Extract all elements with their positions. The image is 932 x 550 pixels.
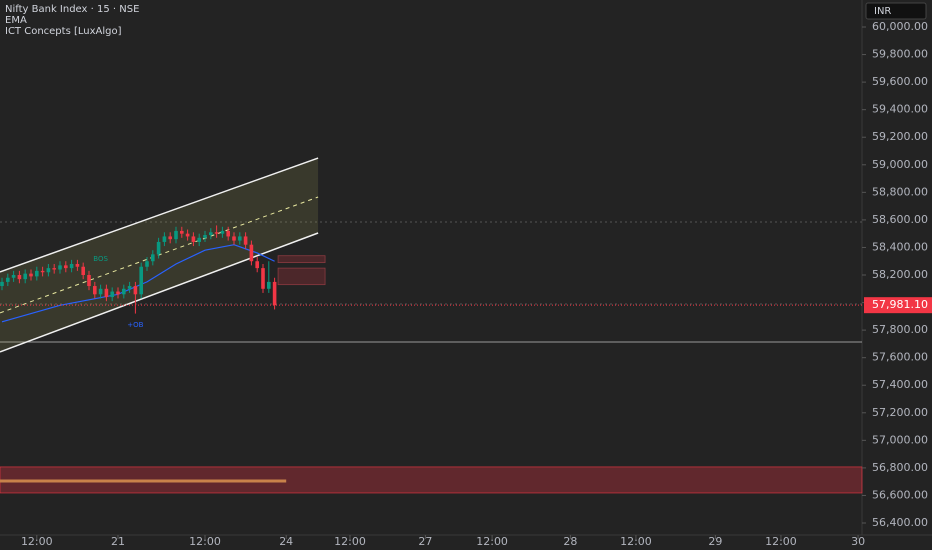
candle-body: [133, 286, 138, 295]
candle-body: [6, 277, 10, 282]
y-tick-label: 60,000.00: [872, 20, 928, 33]
candle-body: [35, 270, 39, 277]
chart-title: Nifty Bank Index · 15 · NSE: [5, 4, 139, 15]
x-tick-label: 30: [851, 535, 865, 548]
candle-body: [209, 232, 213, 236]
annotation: BOS: [93, 255, 108, 263]
x-tick-label: 12:00: [189, 535, 221, 548]
candle-body: [220, 230, 225, 234]
candle-body: [58, 265, 62, 270]
last-price-tag: [864, 297, 932, 314]
y-tick-label: 59,000.00: [872, 158, 928, 171]
candle-body: [17, 275, 22, 280]
candle-body: [127, 286, 132, 289]
x-tick-label: 24: [279, 535, 293, 548]
candle-body: [145, 261, 149, 267]
last-price-label: 57,981.10: [872, 298, 928, 311]
candle-body: [29, 273, 33, 277]
candle-body: [87, 275, 91, 287]
candle-body: [214, 232, 219, 234]
candle-body: [261, 268, 265, 289]
candle-body: [11, 275, 16, 278]
candle-body: [104, 288, 109, 298]
fvg-box: [277, 255, 326, 264]
indicator-label: EMA: [5, 15, 27, 26]
y-tick-label: 56,800.00: [872, 461, 928, 474]
indicator-label: ICT Concepts [LuxAlgo]: [5, 26, 122, 37]
y-tick-label: 58,800.00: [872, 185, 928, 198]
x-tick-label: 27: [418, 535, 432, 548]
y-tick-label: 56,400.00: [872, 516, 928, 529]
candle-body: [0, 281, 4, 287]
fvg-box: [277, 267, 326, 286]
candle-body: [151, 254, 155, 262]
candle-body: [69, 263, 74, 269]
candle-body: [40, 270, 45, 273]
y-tick-label: 56,600.00: [872, 488, 928, 501]
candle-body: [203, 235, 207, 238]
candle-body: [52, 268, 57, 270]
candle-body: [75, 263, 80, 267]
candle-body: [185, 233, 190, 237]
candle-body: [162, 236, 167, 242]
candle-body: [249, 244, 254, 262]
y-tick-label: 58,600.00: [872, 213, 928, 226]
candle-body: [98, 288, 103, 295]
price-axis-bg: [862, 0, 932, 550]
x-tick-label: 12:00: [620, 535, 652, 548]
x-tick-label: 28: [563, 535, 577, 548]
x-tick-label: 21: [111, 535, 125, 548]
channel-lower: [0, 232, 319, 353]
y-tick-label: 58,400.00: [872, 240, 928, 253]
y-tick-label: 57,400.00: [872, 378, 928, 391]
y-tick-label: 59,200.00: [872, 130, 928, 143]
x-tick-label: 12:00: [476, 535, 508, 548]
candle-body: [255, 261, 260, 269]
ema-line: [1, 244, 275, 323]
x-tick-label: 12:00: [21, 535, 53, 548]
x-tick-label: 12:00: [334, 535, 366, 548]
candle-body: [180, 230, 184, 234]
y-tick-label: 57,000.00: [872, 433, 928, 446]
currency-label[interactable]: INR: [874, 6, 891, 17]
candle-body: [226, 230, 231, 237]
y-tick-label: 59,400.00: [872, 103, 928, 116]
candle-body: [110, 291, 115, 298]
y-tick-label: 57,600.00: [872, 351, 928, 364]
y-tick-label: 57,800.00: [872, 323, 928, 336]
candle-body: [156, 241, 161, 255]
candle-body: [81, 266, 86, 276]
candle-body: [116, 291, 120, 295]
candle-body: [46, 268, 51, 273]
candle-body: [272, 281, 277, 306]
candle-body: [23, 273, 28, 280]
y-tick-label: 59,800.00: [872, 48, 928, 61]
candle-body: [139, 266, 144, 295]
annotation: +OB: [127, 321, 143, 329]
candle-body: [168, 236, 173, 240]
candle-body: [238, 236, 242, 241]
y-tick-label: 59,600.00: [872, 75, 928, 88]
currency-button[interactable]: [865, 2, 927, 20]
candle-body: [243, 236, 248, 245]
channel-upper: [0, 157, 319, 273]
candle-body: [197, 237, 202, 242]
candle-body: [122, 288, 126, 295]
y-tick-label: 57,200.00: [872, 406, 928, 419]
y-tick-label: 58,200.00: [872, 268, 928, 281]
candle-body: [93, 286, 97, 295]
candle-body: [267, 281, 271, 289]
candle-body: [64, 265, 68, 269]
x-tick-label: 29: [708, 535, 722, 548]
x-tick-label: 12:00: [765, 535, 797, 548]
candle-body: [174, 230, 178, 240]
candle-body: [232, 236, 236, 241]
candle-body: [191, 236, 196, 242]
